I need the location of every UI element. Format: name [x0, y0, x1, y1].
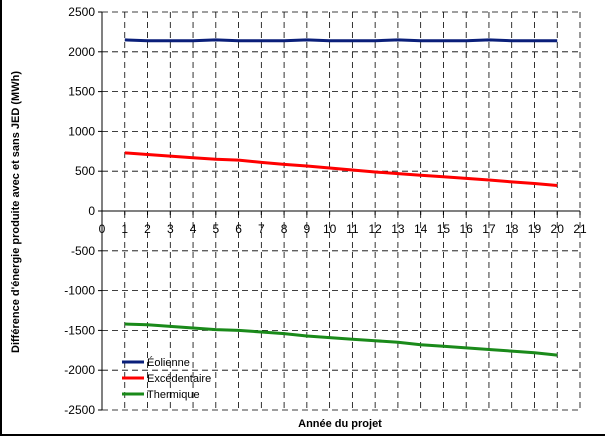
y-axis-title: Différence d'énergie produite avec et sa…: [10, 71, 22, 353]
series-line-3: [124, 322, 558, 357]
x-tick-label: 11: [346, 222, 359, 236]
x-tick-label: 1: [121, 222, 128, 236]
x-tick-label: 13: [391, 222, 405, 236]
legend-label: Éolienne: [147, 356, 190, 369]
x-tick-label: 12: [368, 222, 382, 236]
series-line-2: [124, 151, 558, 187]
series-lines: [124, 38, 558, 357]
x-tick-label: 19: [528, 222, 542, 236]
x-tick-label: 20: [551, 222, 565, 236]
legend-label: Excédentaire: [147, 373, 211, 385]
y-tick-label: -1000: [64, 284, 95, 298]
y-tick-label: -500: [71, 244, 95, 258]
x-tick-label: 7: [258, 222, 265, 236]
x-tick-label: 2: [144, 222, 151, 236]
x-tick-label: 17: [482, 222, 496, 236]
legend: Éolienne Excédentaire Thermique: [122, 356, 211, 401]
x-tick-label: 14: [414, 222, 428, 236]
y-tick-label: 1000: [68, 124, 95, 138]
x-tick-label: 4: [190, 222, 197, 236]
y-tick-label: 500: [75, 164, 95, 178]
x-tick-label: 6: [235, 222, 242, 236]
tick-labels: -2500 -2000 -1500 -1000 -500 0 500 1000 1500 2000…: [64, 5, 587, 417]
x-tick-label: 15: [437, 222, 451, 236]
series-line-1: [124, 38, 558, 43]
x-tick-label: 9: [304, 222, 311, 236]
x-tick-label: 0: [99, 222, 106, 236]
x-tick-label: 21: [573, 222, 587, 236]
x-tick-label: 10: [323, 222, 337, 236]
y-tick-label: -2000: [64, 363, 95, 377]
legend-label: Thermique: [147, 389, 200, 401]
x-tick-label: 5: [212, 222, 219, 236]
y-tick-label: -2500: [64, 403, 95, 417]
x-tick-label: 18: [505, 222, 519, 236]
y-tick-label: 2000: [68, 45, 95, 59]
x-tick-label: 3: [167, 222, 174, 236]
x-axis-title: Année du projet: [298, 418, 382, 430]
y-tick-label: 0: [88, 204, 95, 218]
axes: [98, 11, 581, 411]
x-tick-label: 8: [281, 222, 288, 236]
y-tick-label: 2500: [68, 5, 95, 19]
y-tick-label: 1500: [68, 85, 95, 99]
x-tick-label: 16: [460, 222, 474, 236]
y-tick-label: -1500: [64, 323, 95, 337]
